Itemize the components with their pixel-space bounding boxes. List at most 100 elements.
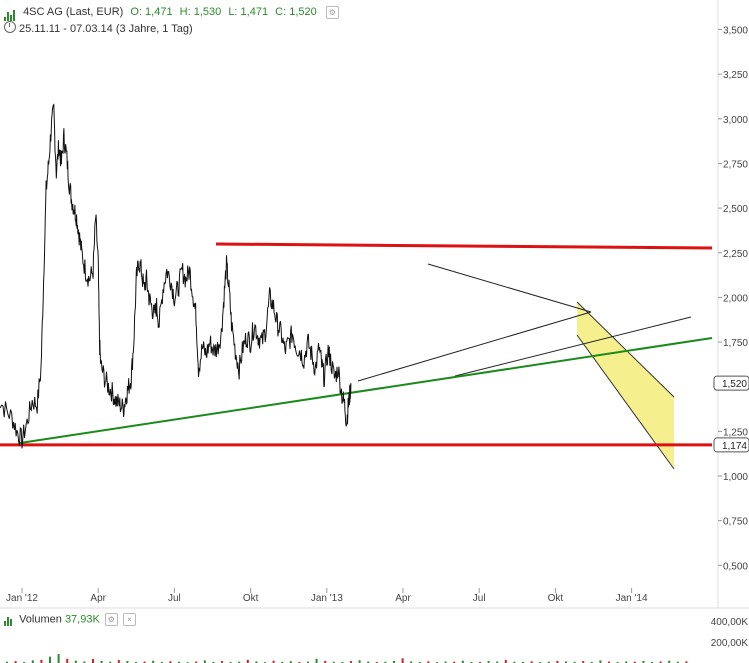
volume-bar (246, 659, 249, 663)
support-level-label-text: 1,174 (722, 441, 747, 452)
volume-bar (315, 658, 318, 663)
volume-bar (238, 661, 241, 663)
volume-bar (57, 654, 60, 663)
x-tick-label: Okt (243, 593, 259, 604)
volume-bar (49, 656, 51, 663)
volume-settings-icon[interactable]: ⚙ (104, 613, 118, 626)
time-axis: Jan '12 Apr Jul Okt Jan '13 Apr Jul Okt Jan '14 (6, 588, 648, 604)
volume-tick-label: 400,00K (711, 617, 749, 628)
price-series (0, 103, 352, 449)
volume-bar (487, 661, 490, 663)
instrument-title: 4SC AG (Last, EUR) (23, 6, 124, 18)
volume-close-icon[interactable]: × (122, 613, 136, 626)
volume-bar (109, 661, 112, 663)
y-tick-label: 1,000 (723, 472, 748, 483)
y-tick-label: 0,500 (723, 561, 748, 572)
volume-bar (358, 660, 361, 663)
volume-header: Volumen 37,93K ⚙ × (4, 613, 136, 627)
volume-bar (599, 660, 602, 663)
volume-bar (14, 661, 17, 663)
volume-bar (504, 659, 507, 663)
volume-bar (83, 661, 86, 663)
price-line (0, 103, 352, 449)
volume-icon (4, 614, 13, 627)
triangle-lower-line (357, 311, 592, 382)
volume-bar (272, 660, 275, 663)
close-value: C: 1,520 (275, 6, 317, 18)
volume-bar (685, 661, 688, 663)
channel-upper (576, 301, 675, 398)
volume-bar (160, 661, 163, 663)
volume-bar (143, 661, 146, 663)
volume-bar (341, 661, 344, 663)
settings-icon[interactable]: ⚙ (325, 5, 339, 19)
volume-bar (92, 659, 94, 663)
volume-bar (573, 661, 576, 663)
volume-bar (608, 661, 610, 663)
volume-bar (659, 661, 662, 663)
volume-bar (195, 661, 198, 663)
x-tick-label: Jan '13 (311, 593, 343, 604)
trend-channel (576, 301, 675, 470)
volume-bar (40, 659, 43, 663)
volume-bar (66, 658, 69, 663)
volume-bar (401, 658, 404, 663)
last-price-label-text: 1,520 (722, 379, 747, 390)
volume-axis: 400,00K 200,00K (711, 617, 749, 649)
volume-bar (470, 661, 473, 663)
uptrend-line (19, 337, 713, 444)
volume-bar (178, 661, 180, 663)
volume-bar (642, 661, 645, 663)
volume-bar (651, 661, 653, 663)
volume-bar (496, 661, 499, 663)
volume-bar (169, 661, 172, 663)
volume-bar (384, 661, 387, 663)
volume-bar (461, 660, 464, 663)
volume-bar (367, 661, 370, 663)
volume-bar (221, 661, 223, 663)
volume-bar (513, 661, 516, 663)
y-tick-label: 2,500 (723, 204, 748, 215)
volume-bar (332, 661, 335, 663)
channel-lower (576, 334, 675, 470)
price-grid (0, 0, 749, 609)
triangle-breakout-line (454, 316, 692, 377)
volume-bar (152, 660, 155, 663)
x-tick-label: Jan '12 (6, 593, 38, 604)
y-tick-label: 2,000 (723, 293, 748, 304)
volume-bar (633, 661, 636, 663)
low-value: L: 1,471 (228, 6, 269, 18)
y-tick-label: 2,750 (723, 159, 748, 170)
chart-type-icon[interactable] (4, 5, 16, 21)
trend-lines (0, 242, 713, 447)
volume-bar (307, 661, 309, 663)
volume-bar (324, 660, 327, 663)
volume-bar (444, 661, 447, 663)
y-tick-label: 3,250 (723, 70, 748, 81)
volume-bar (522, 661, 524, 663)
volume-bar (676, 661, 679, 663)
volume-bar (547, 661, 550, 663)
volume-bar (530, 661, 533, 663)
volume-bar (31, 660, 34, 663)
high-value: H: 1,530 (179, 6, 222, 18)
x-tick-label: Jul (168, 593, 181, 604)
volume-bar (117, 660, 120, 663)
volume-bar (100, 660, 103, 663)
y-tick-label: 1,750 (723, 338, 748, 349)
volume-value: 37,93K (64, 613, 100, 626)
x-tick-label: Jan '14 (616, 593, 648, 604)
volume-bar (582, 661, 585, 663)
x-tick-label: Apr (90, 593, 106, 604)
x-tick-label: Okt (548, 593, 564, 604)
volume-label: Volumen (19, 613, 62, 626)
volume-bar (410, 661, 413, 663)
volume-bar (590, 661, 593, 663)
volume-bar (668, 660, 671, 663)
volume-bar (565, 661, 567, 663)
date-range-text: 25.11.11 - 07.03.14 (3 Jahre, 1 Tag) (19, 23, 193, 35)
resistance-line (215, 242, 713, 250)
volume-bars (6, 654, 688, 663)
volume-bar (350, 661, 352, 663)
